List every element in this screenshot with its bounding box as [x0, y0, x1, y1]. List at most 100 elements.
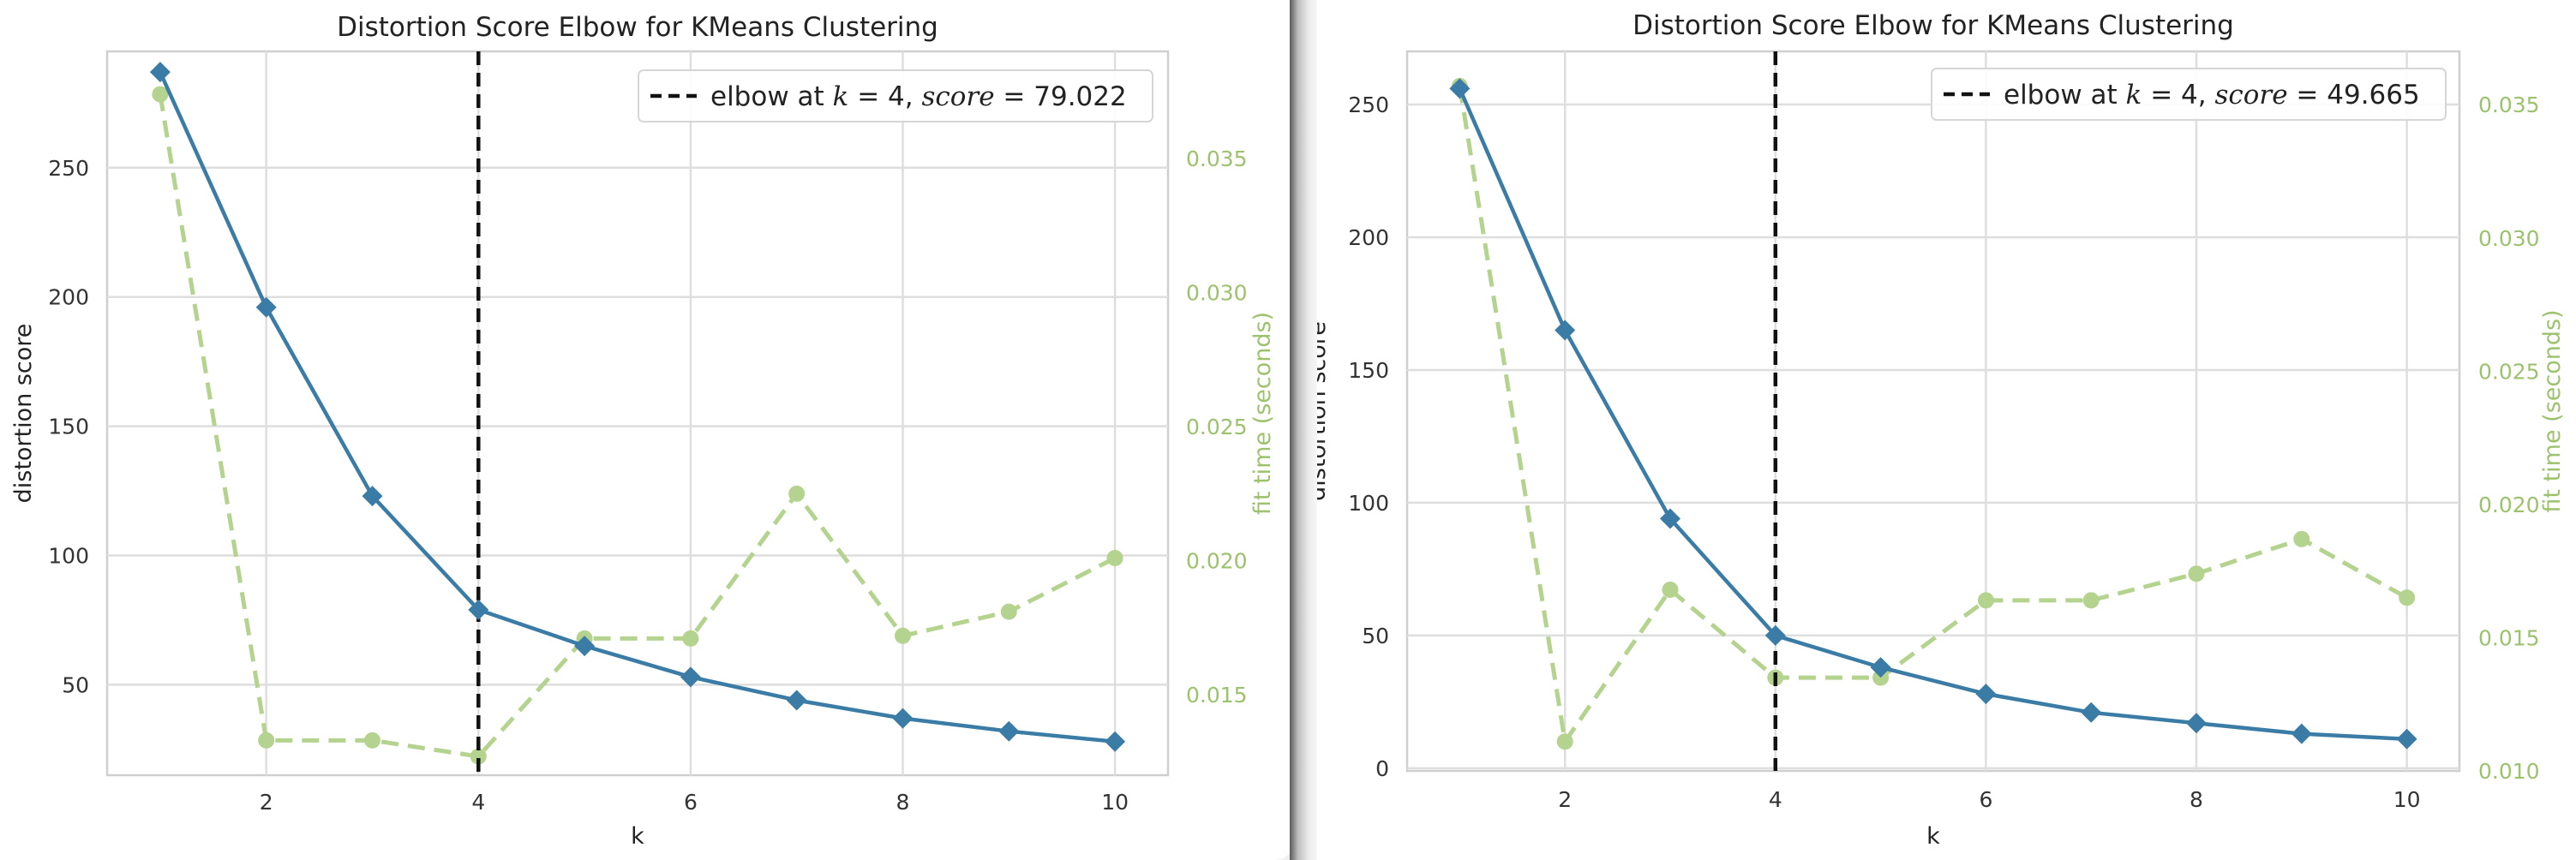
fit-time-point [2188, 565, 2205, 582]
y2-tick-label: 0.030 [2478, 226, 2540, 251]
y-tick-label: 100 [48, 543, 89, 568]
y2-tick-label: 0.025 [1186, 415, 1248, 439]
fit-time-point [2293, 530, 2310, 547]
legend-box [1931, 68, 2447, 121]
distortion-point [1555, 320, 1576, 341]
y-tick-label: 0 [1375, 756, 1389, 781]
distortion-point [1975, 684, 1997, 705]
window-divider [1290, 0, 1317, 860]
legend-text-part: elbow at [2004, 80, 2126, 110]
legend-text-part: = 49.665 [2288, 80, 2420, 110]
elbow-chart-left: 2 4 6 8 10 50 100 150 200 250 0.015 0.020 0.025 0.030… [10, 12, 1276, 850]
fit-time-point [364, 732, 380, 749]
y2-tick-label: 0.020 [1186, 549, 1248, 574]
fit-time-point [1000, 603, 1017, 620]
y2-tick-label: 0.030 [1186, 281, 1248, 306]
y-tick-label: 50 [1362, 624, 1389, 648]
x-tick-label: 10 [1101, 790, 1129, 815]
distortion-point [1449, 78, 1471, 99]
fit-time-point [682, 630, 699, 647]
distortion-point [1660, 508, 1680, 529]
legend-label: elbow at k = 4, score = 49.665 [2004, 80, 2420, 110]
fit-time-point [258, 732, 275, 749]
y-tick-label: 150 [1348, 358, 1389, 383]
legend-text-part: k [833, 81, 849, 112]
y-tick-label: 150 [48, 415, 89, 439]
distortion-point [255, 296, 277, 318]
legend-text-part: elbow at [710, 81, 833, 112]
fit-time-point [152, 86, 169, 103]
plot-area [105, 50, 1170, 777]
fit-time-point [2082, 592, 2100, 609]
y-tick-label: 250 [1348, 93, 1389, 117]
distortion-point [2186, 713, 2207, 734]
y2-tick-label: 0.015 [1186, 683, 1248, 708]
fit-time-point [1106, 550, 1123, 566]
elbow-chart-right: 2 4 6 8 100501001502002500.0100.0150.0200.02… [1304, 10, 2566, 850]
legend-text-part: = 4, [2142, 80, 2214, 110]
legend-box [638, 69, 1153, 122]
fit-time-line [158, 93, 1117, 759]
distortion-point [1870, 657, 1891, 678]
y2-tick-label: 0.035 [1186, 146, 1248, 171]
plot-area [1405, 50, 2461, 773]
y2-tick-label: 0.020 [2478, 493, 2540, 517]
y2-tick-label: 0.035 [2478, 93, 2540, 117]
legend-text-part: = 4, [848, 81, 921, 112]
fit-time-point [1662, 581, 1679, 598]
x-tick-label: 4 [1769, 787, 1782, 812]
distortion-point [468, 599, 489, 620]
distortion-point [1105, 731, 1126, 752]
y2-axis-label: fit time (seconds) [2539, 309, 2566, 512]
distortion-point [1764, 624, 1786, 646]
x-tick-label: 2 [1558, 787, 1572, 812]
fit-time-point [2399, 589, 2416, 606]
y2-tick-label: 0.025 [2478, 359, 2540, 384]
x-tick-label: 8 [2190, 787, 2203, 812]
y-tick-label: 50 [62, 672, 89, 697]
distortion-point [892, 708, 914, 729]
distortion-point [149, 62, 171, 83]
y-tick-label: 200 [1348, 225, 1389, 250]
legend-label: elbow at k = 4, score = 79.022 [710, 81, 1127, 112]
distortion-point [574, 636, 596, 657]
fit-time-point [470, 748, 487, 765]
x-axis-label: k [631, 823, 644, 850]
distortion-point [2396, 728, 2417, 750]
x-tick-label: 8 [896, 790, 910, 815]
y2-tick-label: 0.010 [2478, 759, 2540, 784]
chart-title: Distortion Score Elbow for KMeans Cluste… [1632, 10, 2234, 41]
legend-text-part: score [2214, 80, 2287, 110]
y-tick-label: 250 [48, 156, 89, 181]
fit-time-point [1977, 592, 1994, 609]
distortion-line [1458, 87, 2407, 742]
y-tick-label: 100 [1348, 491, 1389, 516]
legend-text-part: = 79.022 [995, 81, 1127, 112]
distortion-point [998, 720, 1020, 742]
x-tick-label: 4 [471, 790, 485, 815]
fit-time-point [895, 627, 911, 644]
distortion-line [158, 71, 1116, 744]
y-tick-label: 200 [48, 285, 89, 310]
distortion-point [2081, 702, 2102, 723]
y2-tick-label: 0.015 [2478, 625, 2540, 650]
distortion-point [786, 690, 807, 711]
y2-axis-label: fit time (seconds) [1249, 312, 1276, 515]
distortion-point [362, 486, 383, 507]
y-axis-label: distortion score [10, 324, 37, 504]
x-axis-label: k [1926, 823, 1940, 850]
chart-panel-left: 2 4 6 8 10 50 100 150 200 250 0.015 0.020 0.025 0.030… [0, 0, 1294, 860]
legend-text-part: score [921, 81, 994, 112]
distortion-point [680, 666, 701, 688]
x-tick-label: 6 [1979, 787, 1992, 812]
fit-time-line [1457, 86, 2408, 744]
chart-title: Distortion Score Elbow for KMeans Cluste… [337, 12, 938, 43]
x-tick-label: 6 [684, 790, 698, 815]
x-tick-label: 2 [260, 790, 273, 815]
legend-text-part: k [2126, 80, 2142, 110]
fit-time-point [788, 485, 806, 502]
x-tick-label: 10 [2393, 787, 2421, 812]
chart-panel-right: 2 4 6 8 10 0 50 100 150 200 250 0.010 0.015 0.020 0.02… [1294, 0, 2576, 860]
fit-time-point [1556, 733, 1573, 750]
